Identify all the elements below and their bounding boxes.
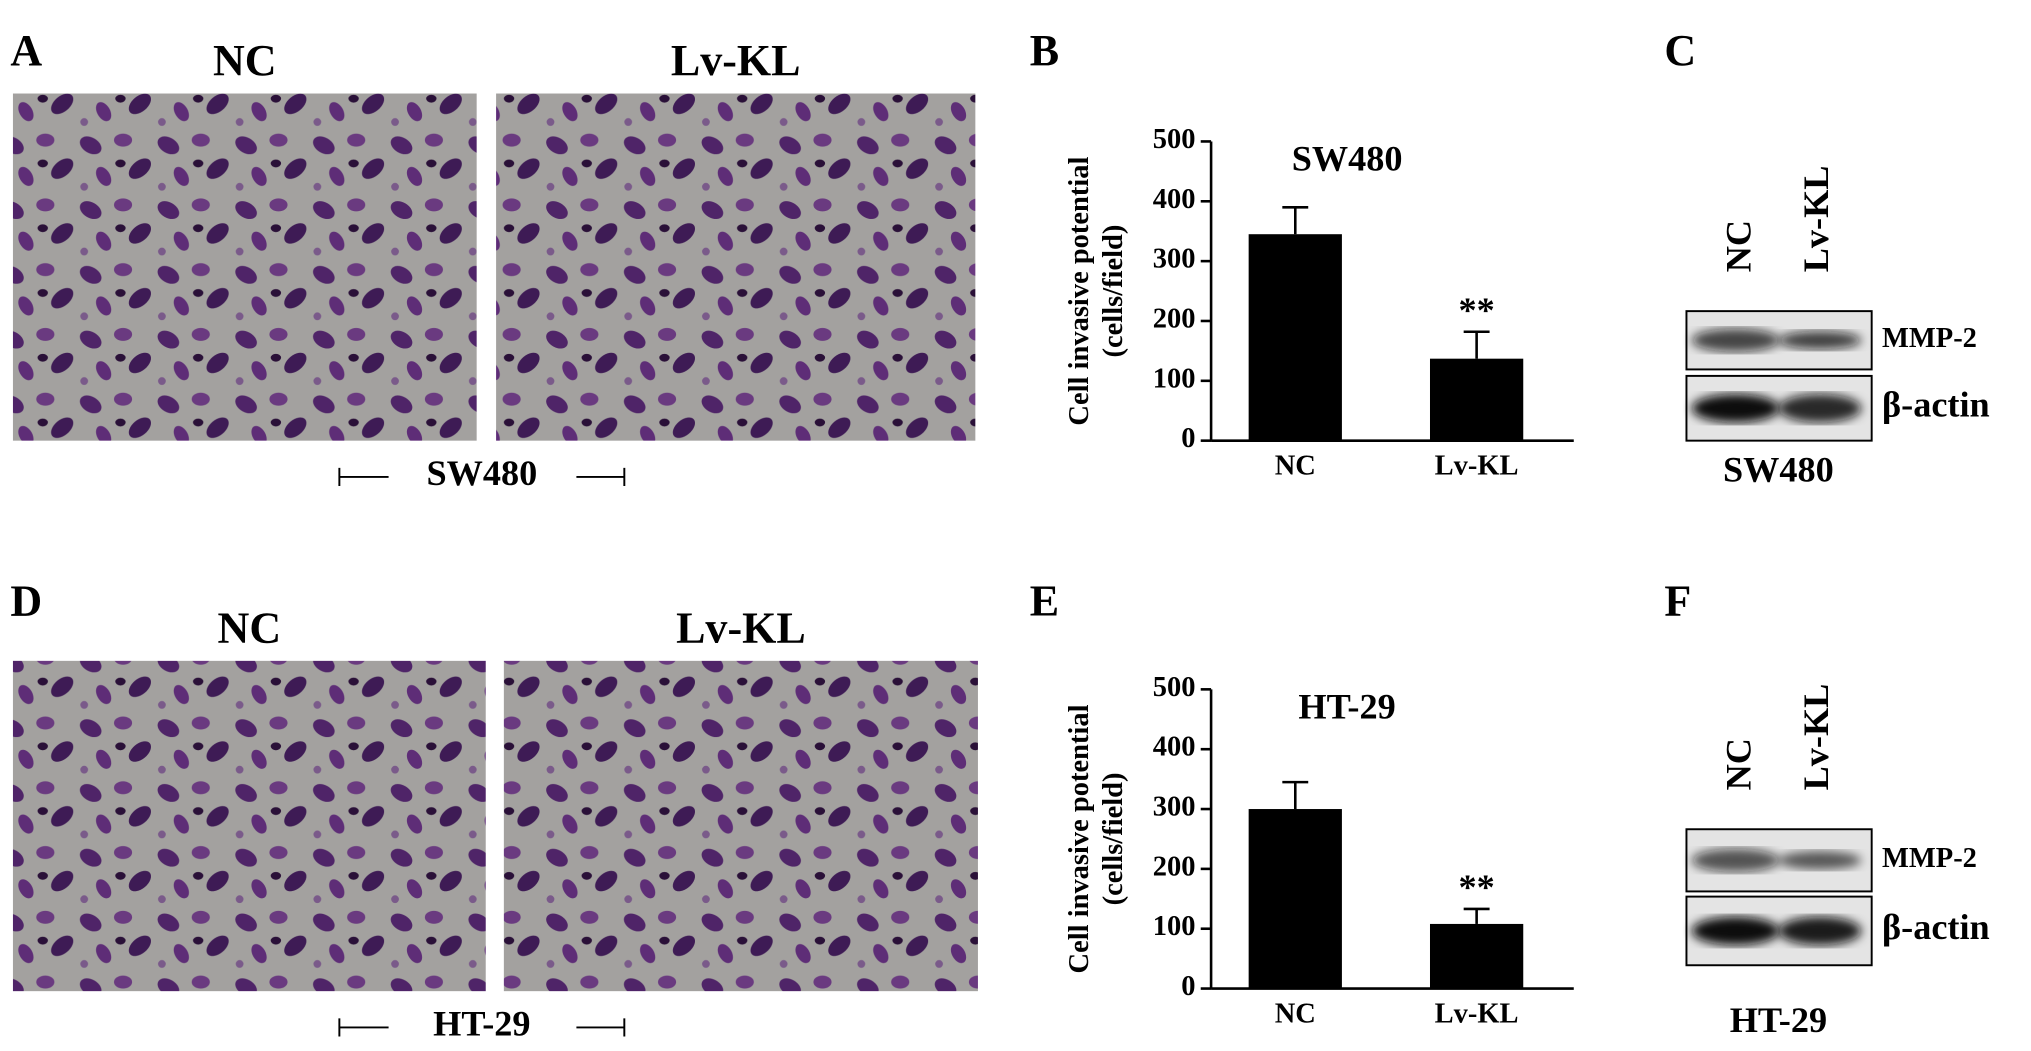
cell-line-label: HT-29 xyxy=(1730,1000,1827,1040)
y-axis-label: (cells/field) xyxy=(1098,773,1129,906)
bar xyxy=(1248,809,1342,989)
y-tick-label: 0 xyxy=(1181,423,1195,454)
y-axis-label: Cell invasive potential xyxy=(1064,156,1095,425)
panel-letter: D xyxy=(10,576,42,625)
band xyxy=(1778,851,1862,870)
image-label: NC xyxy=(213,36,277,85)
panel-letter: B xyxy=(1030,26,1059,75)
y-axis-label: Cell invasive potential xyxy=(1064,704,1095,973)
annotation: ** xyxy=(1458,290,1494,330)
y-tick-label: 0 xyxy=(1181,971,1195,1002)
chart-title: HT-29 xyxy=(1298,686,1395,726)
bar xyxy=(1429,358,1524,441)
micrograph xyxy=(12,660,486,992)
image-label: Lv-KL xyxy=(671,36,801,85)
panel-letter: F xyxy=(1664,576,1691,625)
chart-title: SW480 xyxy=(1292,139,1403,179)
band-label: β-actin xyxy=(1882,385,1990,425)
y-tick-label: 500 xyxy=(1153,672,1196,703)
band xyxy=(1691,916,1780,946)
lane-label: Lv-KL xyxy=(1796,166,1836,273)
bar xyxy=(1248,234,1342,441)
lane-label: NC xyxy=(1718,738,1758,790)
y-tick-label: 400 xyxy=(1153,732,1196,763)
y-axis-label: (cells/field) xyxy=(1098,225,1129,358)
image-label: NC xyxy=(218,603,282,652)
band xyxy=(1778,394,1862,423)
micrograph xyxy=(12,93,477,441)
x-tick-label: NC xyxy=(1275,998,1316,1029)
cell-line-label: HT-29 xyxy=(433,1004,530,1044)
band-label: MMP-2 xyxy=(1882,323,1977,354)
x-tick-label: NC xyxy=(1275,450,1316,481)
image-label: Lv-KL xyxy=(676,603,806,652)
band-label: β-actin xyxy=(1882,907,1990,947)
band xyxy=(1691,328,1780,352)
x-tick-label: Lv-KL xyxy=(1435,998,1519,1029)
cell-line-label: SW480 xyxy=(426,453,537,493)
panels: A NC Lv-KL SW480 D NC Lv-KL HT-29 B SW480 Cell inv… xyxy=(10,26,1989,1044)
band xyxy=(1691,394,1780,423)
band xyxy=(1691,848,1780,872)
annotation: ** xyxy=(1458,867,1494,907)
y-tick-label: 200 xyxy=(1153,851,1196,882)
panel-letter: A xyxy=(10,26,42,75)
panel-letter: C xyxy=(1664,26,1696,75)
band xyxy=(1778,331,1862,350)
y-tick-label: 200 xyxy=(1153,304,1196,335)
y-tick-label: 100 xyxy=(1153,911,1196,942)
x-tick-label: Lv-KL xyxy=(1435,450,1519,481)
y-tick-label: 300 xyxy=(1153,244,1196,275)
y-tick-label: 100 xyxy=(1153,363,1196,394)
lane-label: Lv-KL xyxy=(1796,684,1836,791)
bar xyxy=(1429,923,1524,989)
y-tick-label: 300 xyxy=(1153,792,1196,823)
lane-label: NC xyxy=(1718,220,1758,272)
cell-line-label: SW480 xyxy=(1723,449,1834,489)
y-tick-label: 400 xyxy=(1153,184,1196,215)
y-tick-label: 500 xyxy=(1153,124,1196,155)
micrograph xyxy=(503,660,978,992)
micrograph xyxy=(496,93,976,441)
band xyxy=(1778,916,1862,946)
panel-letter: E xyxy=(1030,576,1059,625)
band-label: MMP-2 xyxy=(1882,843,1977,874)
